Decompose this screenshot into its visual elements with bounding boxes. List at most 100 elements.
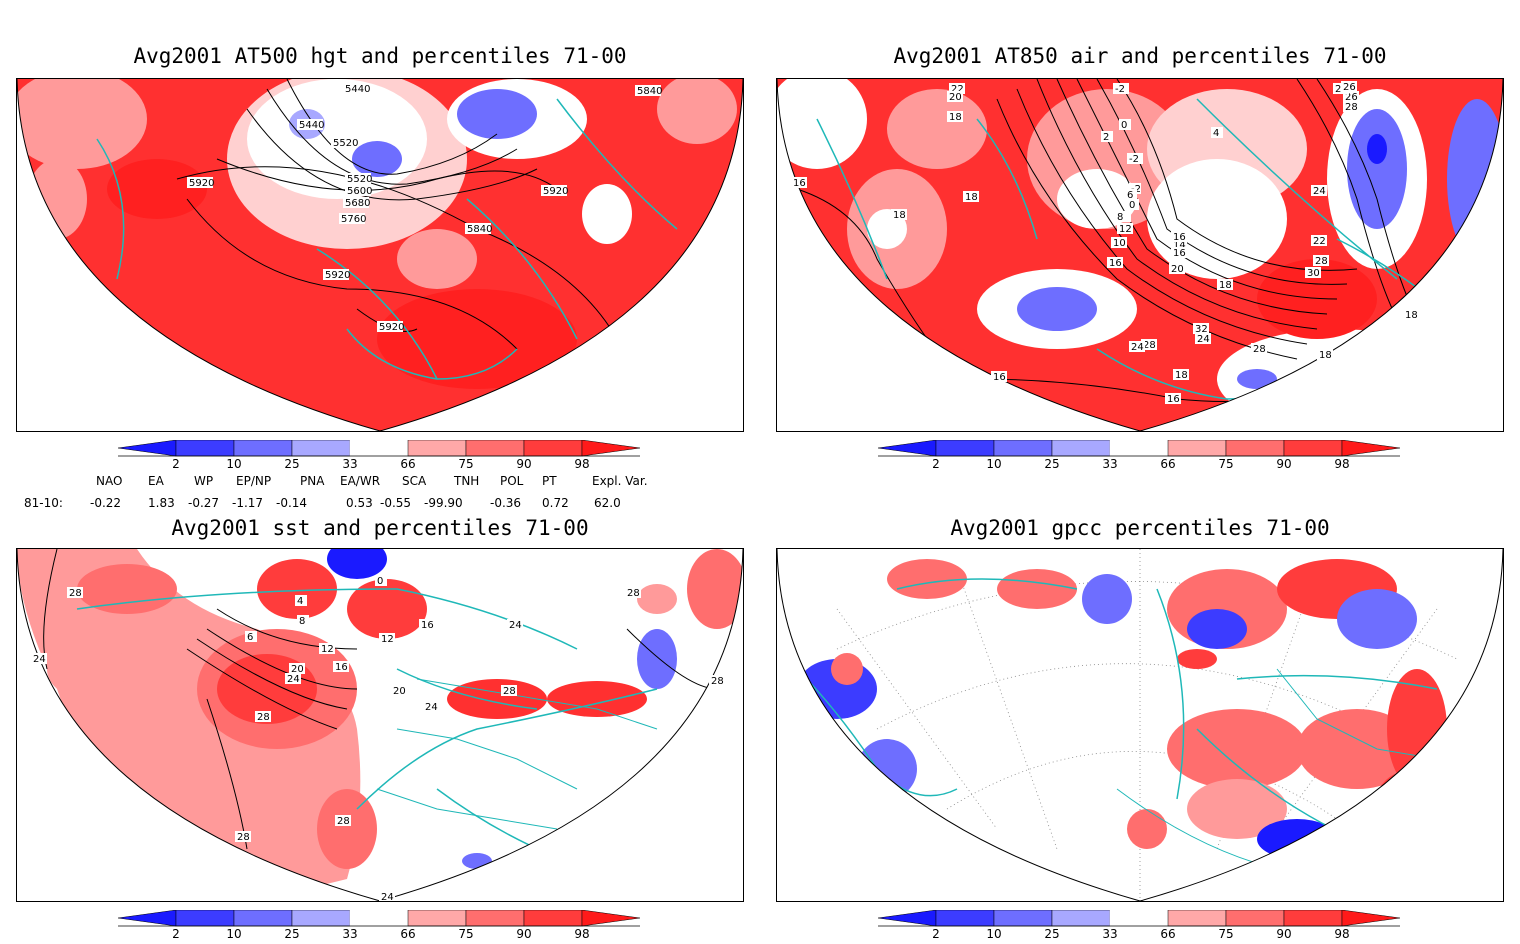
contour-label: 8 <box>1117 212 1123 223</box>
colorbar-label: 98 <box>1334 457 1349 470</box>
index-name: TNH <box>454 474 480 488</box>
colorbar-label: 25 <box>284 927 299 940</box>
contour-label: 24 <box>381 892 394 901</box>
contour-label: 24 <box>1313 186 1326 197</box>
contour-label: 26 <box>1343 82 1356 93</box>
colorbar-label: 98 <box>1334 927 1349 940</box>
contour-label: 14 <box>1173 240 1186 251</box>
index-name: SCA <box>402 474 427 488</box>
contour-label: 28 <box>69 588 82 599</box>
contour-label: 6 <box>247 632 253 643</box>
colorbar-swatch <box>407 909 467 927</box>
contour-label: 18 <box>1175 370 1188 381</box>
index-value: 62.0 <box>594 496 621 510</box>
contour-label: 16 <box>421 620 434 631</box>
colorbar-swatch <box>877 439 937 457</box>
index-name: EA/WR <box>340 474 381 488</box>
colorbar-label: 75 <box>1218 927 1233 940</box>
contour-label: 16 <box>1173 248 1186 259</box>
index-name: EA <box>148 474 164 488</box>
contour-label: 22 <box>951 84 964 95</box>
index-value: -1.17 <box>232 496 264 510</box>
colorbar-swatch <box>175 439 235 457</box>
colorbar-swatch <box>993 909 1053 927</box>
colorbar-label: 10 <box>226 927 241 940</box>
colorbar-air850-graphic: 2 10 25 33 66 75 90 98 <box>877 439 1401 471</box>
colorbar-swatch <box>935 439 995 457</box>
index-value: 0.53 <box>346 496 373 510</box>
contour-label: 5600 <box>347 186 372 197</box>
colorbar-label: 90 <box>1276 457 1291 470</box>
colorbar-label: 75 <box>458 457 473 470</box>
contour-label: 10 <box>1113 238 1126 249</box>
colorbar-gpcc-graphic: 2 10 25 33 66 75 90 98 <box>877 909 1401 941</box>
contour-label: 24 <box>287 674 300 685</box>
contour-label: 0 <box>1129 200 1135 211</box>
colorbar-swatch <box>465 439 525 457</box>
contour-label: 30 <box>1307 268 1320 279</box>
colorbar-swatch <box>1109 909 1169 927</box>
map-sst-graphic: 28 24 28 28 28 28 24 20 16 12 8 6 4 0 12… <box>17 549 743 901</box>
map-air850-graphic: 22 20 18 16 18 18 16 2 0 -2 -2 -2 0 4 6 … <box>777 79 1503 431</box>
contour-label: 16 <box>1109 258 1122 269</box>
colorbar-swatch <box>1225 909 1285 927</box>
index-name: WP <box>194 474 214 488</box>
indices-header-row: NAO EA WP EP/NP PNA EA/WR SCA TNH POL PT… <box>24 474 724 490</box>
contour-label: 5920 <box>543 186 568 197</box>
contour-label: 0 <box>1121 120 1127 131</box>
colorbar-swatch <box>1051 909 1111 927</box>
panel-title-gpcc: Avg2001 gpcc percentiles 71-00 <box>950 516 1330 540</box>
indices-value-row: 81-10: -0.22 1.83 -0.27 -1.17 -0.14 0.53… <box>24 496 724 512</box>
colorbar-swatch <box>1225 439 1285 457</box>
contour-label: 5520 <box>333 138 358 149</box>
contour-label: 18 <box>1405 310 1418 321</box>
map-hgt500-graphic: 5440 5440 5520 5520 5600 5680 5760 5840 … <box>17 79 743 431</box>
colorbar-label: 90 <box>1276 927 1291 940</box>
index-value: -0.36 <box>490 496 522 510</box>
colorbar-label: 2 <box>172 457 180 470</box>
contour-label: 0 <box>377 576 383 587</box>
colorbar-label: 90 <box>516 927 531 940</box>
contour-label: 28 <box>627 588 640 599</box>
colorbar-swatch <box>1341 439 1401 457</box>
contour-label: 24 <box>1131 342 1144 353</box>
colorbar-swatch <box>1167 909 1227 927</box>
colorbar-swatch <box>523 909 583 927</box>
colorbar-label: 2 <box>172 927 180 940</box>
colorbar-swatch <box>349 439 409 457</box>
map-gpcc <box>776 548 1504 902</box>
colorbar-swatch <box>117 439 177 457</box>
contour-label: 24 <box>1197 334 1210 345</box>
colorbar-label: 33 <box>342 457 357 470</box>
colorbar-label: 10 <box>226 457 241 470</box>
panel-title-hgt500: Avg2001 AT500 hgt and percentiles 71-00 <box>133 44 627 68</box>
map-air850: 22 20 18 16 18 18 16 2 0 -2 -2 -2 0 4 6 … <box>776 78 1504 432</box>
contour-label: 5920 <box>379 322 404 333</box>
colorbar-swatch <box>523 439 583 457</box>
colorbar-label: 2 <box>932 457 940 470</box>
index-name: EP/NP <box>236 474 272 488</box>
colorbar-gpcc: 2 10 25 33 66 75 90 98 <box>877 909 1404 941</box>
index-value: 1.83 <box>148 496 175 510</box>
contour-label: 28 <box>1345 102 1358 113</box>
colorbar-swatch <box>291 909 351 927</box>
contour-label: 5920 <box>325 270 350 281</box>
colorbar-label: 25 <box>1044 927 1059 940</box>
colorbar-swatch <box>1109 439 1169 457</box>
colorbar-label: 66 <box>400 457 415 470</box>
contour-label: 24 <box>33 654 46 665</box>
contour-label: 18 <box>1219 280 1232 291</box>
contour-label: 16 <box>335 662 348 673</box>
contour-label: 22 <box>1313 236 1326 247</box>
contour-label: 28 <box>1253 344 1266 355</box>
contour-label: 5440 <box>345 84 370 95</box>
colorbar-label: 66 <box>1160 457 1175 470</box>
colorbar-swatch <box>117 909 177 927</box>
contour-label: 28 <box>337 816 350 827</box>
contour-label: 5920 <box>189 178 214 189</box>
contour-label: 4 <box>1213 128 1219 139</box>
contour-label: -2 <box>1115 84 1125 95</box>
colorbar-label: 33 <box>342 927 357 940</box>
index-value: -0.22 <box>90 496 122 510</box>
index-value: -0.27 <box>188 496 220 510</box>
